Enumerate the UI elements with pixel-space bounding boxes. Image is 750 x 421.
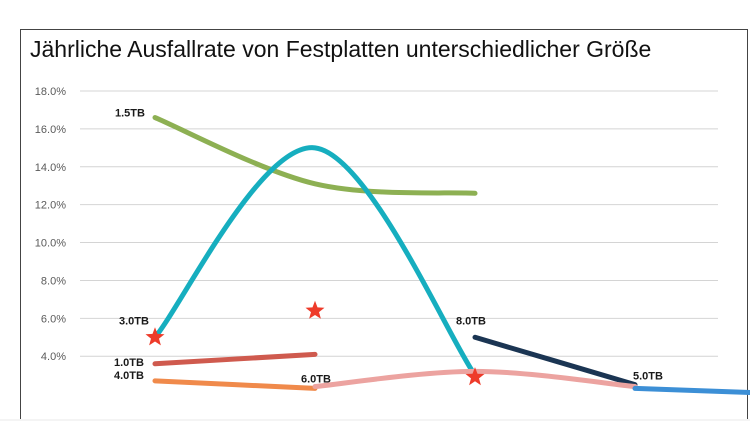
series-label: 3.0TB bbox=[119, 315, 149, 327]
series-label: 1.5TB bbox=[115, 108, 145, 120]
y-tick-label: 10.0% bbox=[35, 238, 66, 250]
series-line bbox=[152, 351, 318, 367]
series-line bbox=[152, 145, 478, 378]
chart-title: Jährliche Ausfallrate von Festplatten un… bbox=[30, 36, 652, 62]
bottom-band bbox=[0, 419, 750, 421]
series-line bbox=[152, 115, 478, 196]
y-tick-label: 4.0% bbox=[41, 351, 66, 363]
y-tick-label: 14.0% bbox=[35, 162, 66, 174]
series-label: 6.0TB bbox=[301, 374, 331, 386]
y-tick-label: 8.0% bbox=[41, 275, 66, 287]
star-icon bbox=[305, 300, 325, 319]
star-icon bbox=[145, 327, 165, 346]
star-icon bbox=[465, 367, 485, 386]
series-line bbox=[472, 334, 638, 388]
y-tick-label: 12.0% bbox=[35, 200, 66, 212]
series-line bbox=[152, 378, 318, 391]
series-label: 1.0TB bbox=[114, 357, 144, 369]
y-tick-label: 18.0% bbox=[35, 86, 66, 98]
series-label: 5.0TB bbox=[633, 370, 663, 382]
series-label: 8.0TB bbox=[456, 315, 486, 327]
series-line bbox=[632, 385, 750, 396]
y-tick-label: 16.0% bbox=[35, 124, 66, 136]
series-label: 4.0TB bbox=[114, 370, 144, 382]
y-tick-label: 6.0% bbox=[41, 313, 66, 325]
chart-frame bbox=[20, 29, 748, 421]
